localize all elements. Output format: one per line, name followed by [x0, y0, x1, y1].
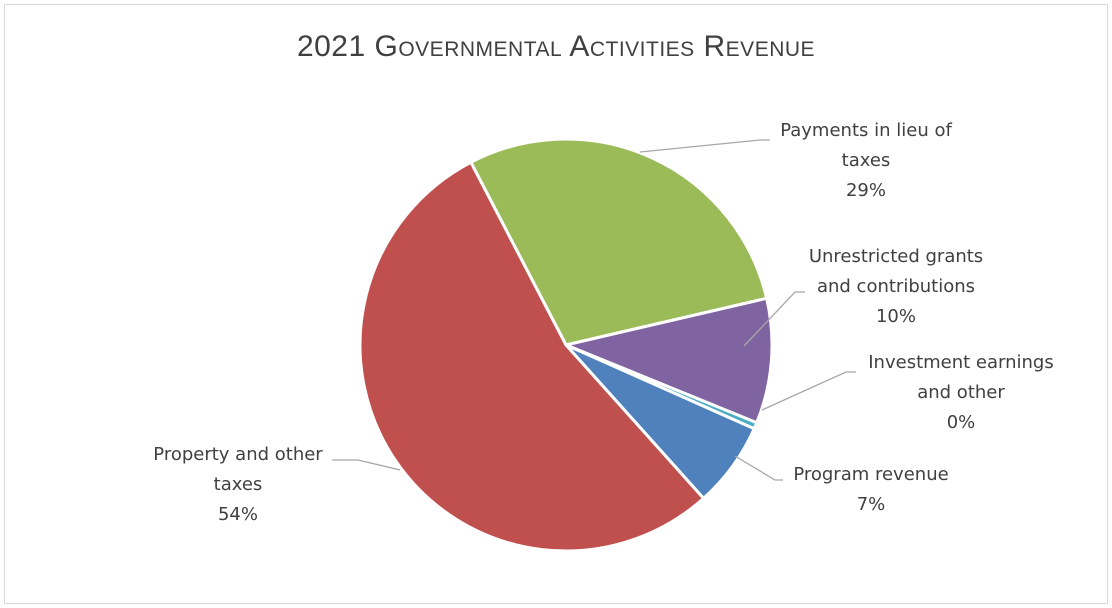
data-label-payments-in-lieu-of-taxes: Payments in lieu of taxes 29%: [780, 120, 952, 201]
leader-line-investment-earnings-and-other: [761, 371, 856, 411]
data-label-line: Program revenue: [793, 464, 948, 485]
data-label-line: Property and other: [153, 444, 323, 465]
labels-layer: Property and other taxes 54% Payments in li…: [153, 120, 1053, 525]
leader-line-unrestricted-grants-and-contributions: [743, 291, 805, 347]
leader-line-program-revenue: [734, 455, 783, 481]
data-label-percent: 7%: [857, 494, 886, 515]
data-label-line: and other: [917, 382, 1005, 403]
pie-slice-payments-in-lieu-of-taxes: [468, 137, 769, 347]
data-label-line: Investment earnings: [868, 352, 1053, 373]
pie-slice-property-and-other-taxes: [358, 160, 706, 553]
data-label-line: and contributions: [817, 276, 975, 297]
data-label-percent: 54%: [218, 504, 258, 525]
data-label-line: Unrestricted grants: [809, 246, 983, 267]
slices-layer: [358, 137, 774, 553]
leader-line-property-and-other-taxes: [332, 459, 401, 471]
data-label-line: Payments in lieu of: [780, 120, 952, 141]
data-label-line: taxes: [214, 474, 263, 495]
leader-line-payments-in-lieu-of-taxes: [639, 139, 770, 153]
pie-slice-unrestricted-grants-and-contributions: [561, 296, 774, 425]
chart-title: 2021 Governmental Activities Revenue: [296, 30, 816, 63]
data-label-percent: 10%: [876, 306, 916, 327]
data-label-program-revenue: Program revenue 7%: [793, 464, 948, 515]
data-label-investment-earnings-and-other: Investment earnings and other 0%: [868, 352, 1053, 433]
data-label-percent: 0%: [947, 412, 976, 433]
data-label-unrestricted-grants-and-contributions: Unrestricted grants and contributions 10%: [809, 246, 983, 327]
data-label-line: taxes: [842, 150, 891, 171]
data-label-property-and-other-taxes: Property and other taxes 54%: [153, 444, 323, 525]
data-label-percent: 29%: [846, 180, 886, 201]
